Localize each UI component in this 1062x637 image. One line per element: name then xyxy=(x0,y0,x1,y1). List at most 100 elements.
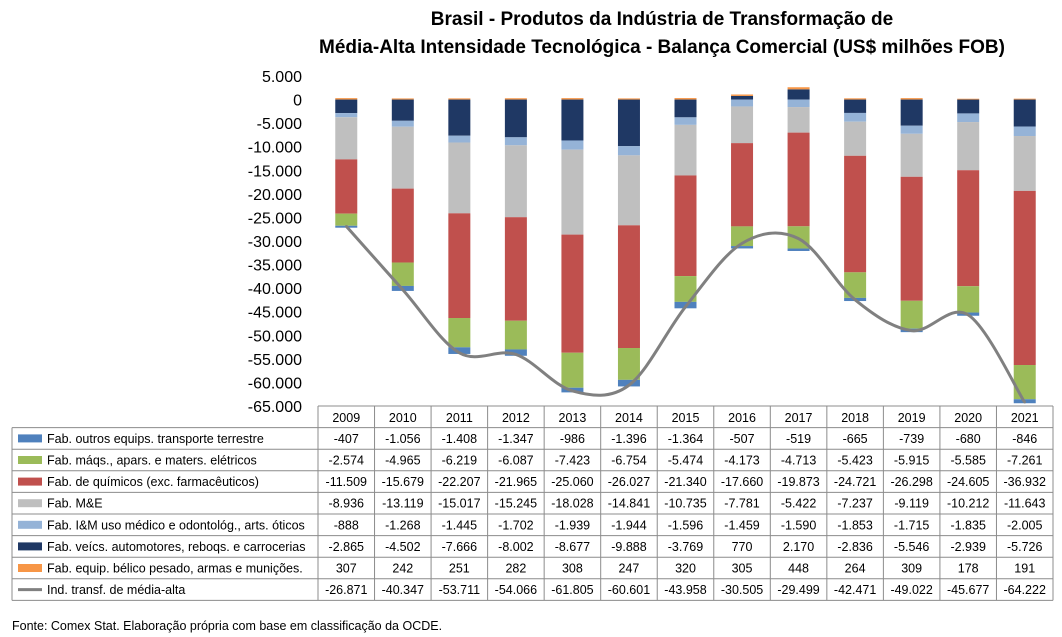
bar-segment-1 xyxy=(561,352,584,388)
y-tick-label: 5.000 xyxy=(262,69,302,86)
data-label: -665 xyxy=(843,432,868,446)
bar-segment-3 xyxy=(504,145,527,218)
bar-segment-4 xyxy=(957,113,980,123)
bar-segment-6 xyxy=(448,98,471,100)
total-point-2009 xyxy=(345,225,348,228)
bar-segment-4 xyxy=(674,117,697,125)
data-label: -64.222 xyxy=(1004,583,1046,597)
bar-segment-2 xyxy=(391,188,414,263)
data-label: -4.965 xyxy=(385,454,420,468)
data-label: 307 xyxy=(336,562,357,576)
data-label: 320 xyxy=(675,562,696,576)
data-label: -53.711 xyxy=(439,583,481,597)
x-tick-label: 2012 xyxy=(502,411,530,425)
data-label: -7.237 xyxy=(837,497,872,511)
data-label: -2.865 xyxy=(329,540,364,554)
legend-label: Fab. de químicos (exc. farmacêuticos) xyxy=(47,475,259,489)
bar-segment-1 xyxy=(900,300,923,329)
data-label: 264 xyxy=(845,562,866,576)
data-label: -10.735 xyxy=(664,497,706,511)
total-point-2015 xyxy=(684,305,687,309)
bar-segment-0 xyxy=(504,349,527,356)
data-label: -1.702 xyxy=(498,518,533,532)
data-label: -60.601 xyxy=(608,583,650,597)
data-label: 2.170 xyxy=(783,540,814,554)
x-tick-label: 2016 xyxy=(728,411,756,425)
bar-segment-1 xyxy=(335,213,358,226)
x-tick-label: 2011 xyxy=(446,411,473,425)
bar-segment-6 xyxy=(335,98,358,100)
bar-segment-4 xyxy=(335,113,358,118)
bar-segment-6 xyxy=(844,98,867,100)
bar-stack-2009 xyxy=(335,98,358,228)
data-label: -986 xyxy=(560,432,585,446)
x-tick-label: 2010 xyxy=(389,411,417,425)
total-point-2012 xyxy=(514,353,518,356)
bar-segment-4 xyxy=(787,99,810,108)
data-label: -1.596 xyxy=(668,518,703,532)
bar-segment-0 xyxy=(617,379,640,387)
bar-stack-2012 xyxy=(504,98,527,356)
total-point-2020 xyxy=(966,313,970,317)
data-label: -49.022 xyxy=(890,583,932,597)
y-tick-label: -55.000 xyxy=(248,352,302,369)
bar-segment-4 xyxy=(561,140,584,150)
bar-stack-2018 xyxy=(844,98,867,302)
data-label: -5.474 xyxy=(668,454,703,468)
y-tick-label: -35.000 xyxy=(248,258,302,275)
y-axis: 5.000 0 -5.000 -10.000 -15.000 -20.000 -25.000… xyxy=(248,69,302,416)
legend-label: Ind. transf. de média-alta xyxy=(47,583,185,597)
y-tick-label: -40.000 xyxy=(248,281,302,298)
bar-segment-6 xyxy=(900,98,923,100)
legend-key-6 xyxy=(18,564,42,572)
data-table: 2009 2010 2011 2012 2013 2014 2015 2016 2017 2018… xyxy=(11,405,1054,601)
bar-segment-3 xyxy=(900,133,923,177)
bar-segment-4 xyxy=(1013,126,1036,137)
bar-segment-6 xyxy=(504,98,527,100)
bar-stack-2010 xyxy=(391,98,414,291)
data-label: 308 xyxy=(562,562,583,576)
data-label: -7.261 xyxy=(1007,454,1042,468)
data-label: 309 xyxy=(901,562,922,576)
data-label: -680 xyxy=(956,432,981,446)
bar-segment-2 xyxy=(504,217,527,321)
bar-segment-3 xyxy=(391,126,414,189)
data-label: -9.119 xyxy=(894,497,929,511)
y-tick-label: -20.000 xyxy=(248,187,302,204)
total-point-2021 xyxy=(1023,401,1026,404)
data-label: -6.087 xyxy=(498,454,533,468)
y-tick-label: -30.000 xyxy=(248,234,302,251)
data-label: 282 xyxy=(505,562,526,576)
bar-stack-2011 xyxy=(448,98,471,354)
data-label: -1.408 xyxy=(442,432,477,446)
data-label: -739 xyxy=(899,432,924,446)
data-label: -1.445 xyxy=(442,518,477,532)
data-label: 247 xyxy=(619,562,640,576)
legend-key-0 xyxy=(18,434,42,443)
data-label: -1.853 xyxy=(837,518,872,532)
y-tick-label: -25.000 xyxy=(248,210,302,227)
total-point-2018 xyxy=(853,298,857,301)
bar-segment-2 xyxy=(731,143,754,227)
data-label: -4.713 xyxy=(781,454,816,468)
bar-segment-5 xyxy=(674,99,697,118)
bar-segment-6 xyxy=(731,94,754,96)
data-label: -10.212 xyxy=(947,497,989,511)
bar-stack-2020 xyxy=(957,98,980,316)
data-label: -7.781 xyxy=(724,497,759,511)
bar-segment-5 xyxy=(335,99,358,114)
bar-segment-4 xyxy=(448,135,471,143)
y-tick-label: -50.000 xyxy=(248,328,302,345)
bar-segment-6 xyxy=(617,98,640,100)
data-label: -7.423 xyxy=(555,454,590,468)
bar-segment-2 xyxy=(448,213,471,319)
bar-stack-2015 xyxy=(674,98,697,309)
bar-segment-6 xyxy=(957,98,980,100)
data-label: -1.347 xyxy=(498,432,533,446)
data-label: -1.056 xyxy=(385,432,420,446)
total-point-2013 xyxy=(571,389,574,393)
legend-label: Fab. máqs., apars. e maters. elétricos xyxy=(47,454,257,468)
total-point-2010 xyxy=(401,288,405,291)
legend-key-3 xyxy=(18,499,42,508)
